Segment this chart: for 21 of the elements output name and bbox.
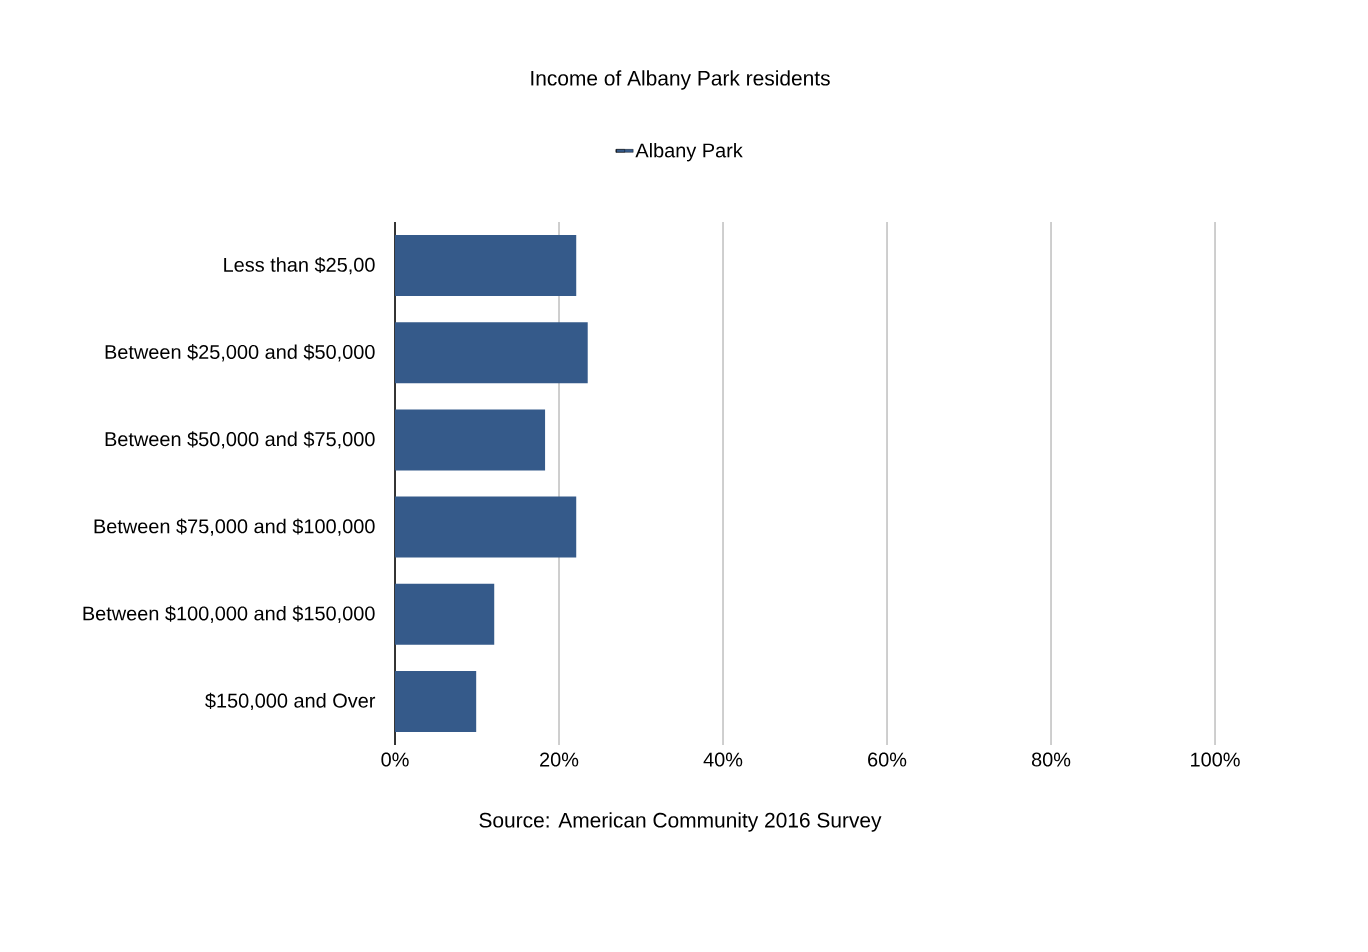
x-tick-label: 100% — [1191, 752, 1240, 767]
x-tick-label: 0% — [381, 752, 409, 767]
x-tick-label: 80% — [1031, 752, 1071, 767]
y-tick-label: Between $100,000 and $150,000 — [83, 605, 375, 623]
source-note: Source: American Community 2016 Survey — [479, 812, 882, 832]
y-tick-label: $150,000 and Over — [205, 692, 376, 711]
y-tick-label: Less than $25,00 — [224, 256, 375, 275]
x-tick-label: 40% — [703, 752, 743, 767]
bar — [395, 583, 495, 645]
y-tick-label: Between $50,000 and $75,000 — [105, 431, 375, 449]
x-tick-label: 60% — [868, 752, 907, 767]
chart-title: Income of Albany Park residents — [531, 70, 830, 90]
y-tick-label: Between $75,000 and $100,000 — [94, 518, 375, 536]
bar — [395, 670, 477, 732]
bar — [395, 235, 577, 297]
x-tick-label: 20% — [540, 752, 579, 767]
bar — [395, 496, 577, 558]
bar — [395, 322, 588, 384]
y-tick-label: Between $25,000 and $50,000 — [105, 344, 375, 362]
bar — [395, 409, 546, 471]
legend-label: Albany Park — [635, 142, 743, 162]
